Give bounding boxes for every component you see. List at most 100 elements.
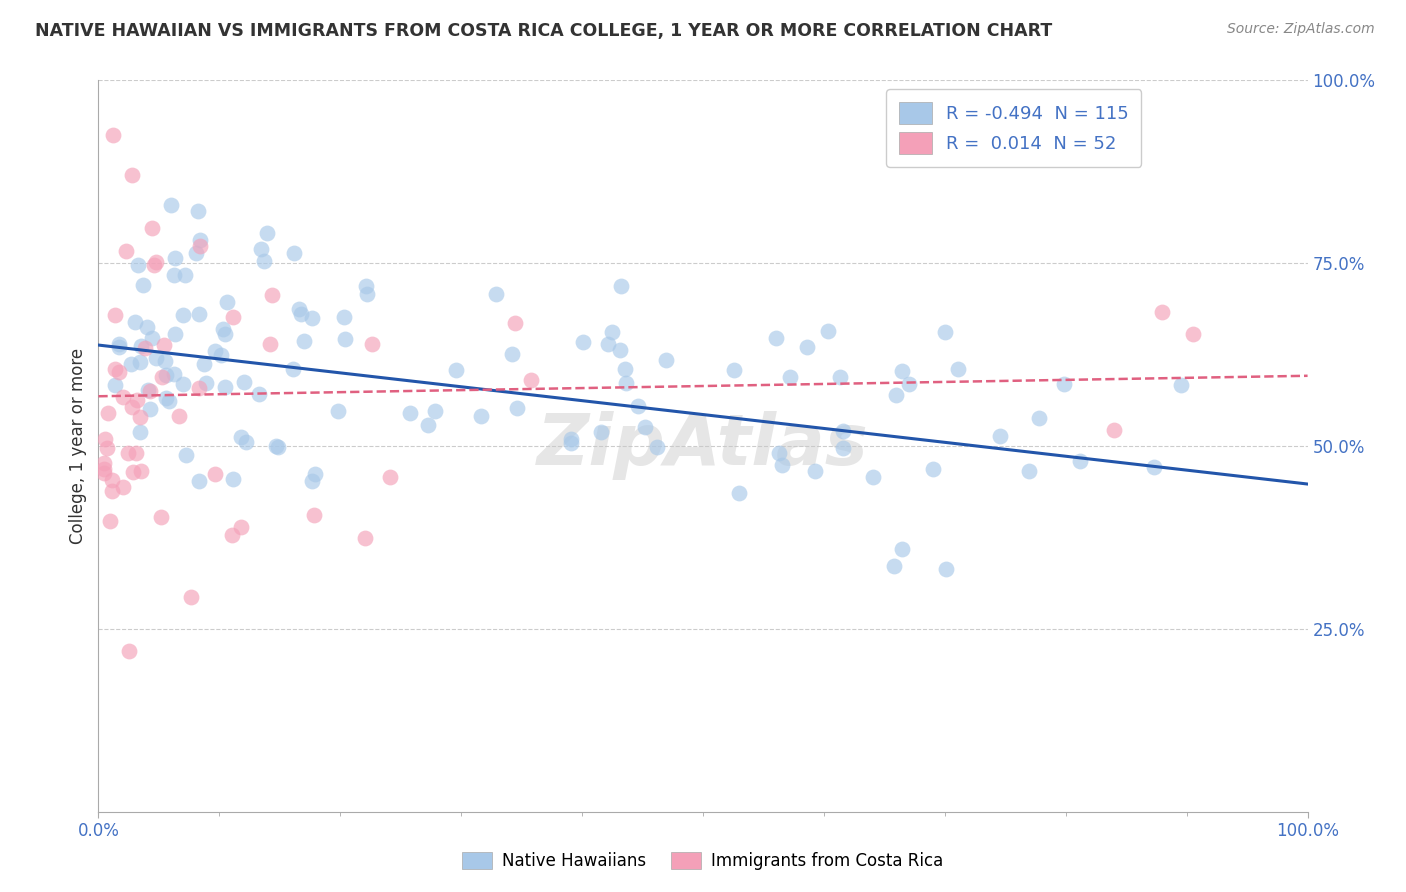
Text: Source: ZipAtlas.com: Source: ZipAtlas.com — [1227, 22, 1375, 37]
Point — [145, 351, 167, 366]
Point — [267, 440, 290, 454]
Point — [167, 409, 190, 423]
Point — [149, 509, 172, 524]
Point — [159, 198, 181, 212]
Point — [235, 434, 257, 449]
Point — [988, 429, 1011, 443]
Point — [233, 375, 256, 389]
Point — [222, 310, 245, 324]
Point — [247, 386, 270, 401]
Point — [188, 233, 211, 247]
Point — [897, 376, 920, 391]
Point — [935, 562, 957, 576]
Point — [484, 287, 506, 301]
Point — [654, 353, 676, 368]
Point — [172, 308, 194, 322]
Point — [817, 324, 839, 338]
Point — [922, 462, 945, 476]
Point — [302, 508, 325, 523]
Point — [131, 277, 153, 292]
Point — [262, 288, 284, 302]
Point — [188, 239, 211, 253]
Point — [283, 246, 305, 260]
Point — [627, 399, 650, 413]
Point — [187, 203, 209, 218]
Point — [112, 480, 135, 494]
Point — [222, 471, 245, 485]
Point — [162, 268, 184, 282]
Point — [159, 394, 181, 409]
Point — [645, 441, 668, 455]
Point — [120, 357, 142, 371]
Point — [884, 388, 907, 402]
Point — [104, 308, 127, 322]
Point — [131, 464, 153, 478]
Point — [98, 514, 121, 528]
Point — [211, 322, 233, 336]
Point — [204, 467, 226, 481]
Point — [1102, 423, 1125, 437]
Point — [723, 363, 745, 377]
Point — [333, 310, 356, 324]
Point — [209, 348, 232, 362]
Point — [600, 325, 623, 339]
Text: ZipAtlas: ZipAtlas — [537, 411, 869, 481]
Point — [135, 320, 157, 334]
Point — [188, 307, 211, 321]
Point — [115, 244, 138, 259]
Point — [174, 268, 197, 283]
Point — [832, 441, 855, 455]
Point — [830, 370, 852, 384]
Point — [214, 380, 236, 394]
Point — [423, 404, 446, 418]
Point — [180, 590, 202, 604]
Point — [360, 337, 382, 351]
Text: NATIVE HAWAIIAN VS IMMIGRANTS FROM COSTA RICA COLLEGE, 1 YEAR OR MORE CORRELATIO: NATIVE HAWAIIAN VS IMMIGRANTS FROM COSTA… — [35, 22, 1053, 40]
Point — [108, 339, 131, 353]
Point — [1028, 411, 1050, 425]
Point — [613, 362, 636, 376]
Point — [634, 420, 657, 434]
Point — [155, 368, 177, 382]
Point — [118, 644, 141, 658]
Point — [165, 251, 187, 265]
Point — [100, 473, 122, 487]
Point — [134, 341, 156, 355]
Point — [136, 383, 159, 397]
Point — [93, 456, 115, 470]
Point — [129, 339, 152, 353]
Point — [796, 341, 818, 355]
Point — [560, 436, 582, 450]
Point — [862, 469, 884, 483]
Point — [259, 337, 281, 351]
Point — [139, 384, 162, 398]
Point — [93, 462, 115, 476]
Point — [124, 315, 146, 329]
Point — [193, 357, 215, 371]
Point — [104, 361, 127, 376]
Point — [153, 337, 176, 351]
Point — [503, 316, 526, 330]
Point — [354, 278, 377, 293]
Point — [142, 259, 165, 273]
Point — [446, 363, 468, 377]
Point — [290, 307, 312, 321]
Point — [129, 410, 152, 425]
Point — [519, 373, 541, 387]
Point — [249, 242, 271, 256]
Point — [104, 378, 127, 392]
Point — [610, 279, 633, 293]
Point — [765, 331, 787, 345]
Point — [1170, 378, 1192, 392]
Point — [112, 390, 135, 404]
Y-axis label: College, 1 year or more: College, 1 year or more — [69, 348, 87, 544]
Point — [770, 458, 793, 472]
Point — [264, 439, 287, 453]
Point — [418, 417, 440, 432]
Point — [301, 311, 323, 326]
Point — [204, 343, 226, 358]
Point — [150, 370, 173, 384]
Point — [501, 347, 523, 361]
Point — [172, 376, 194, 391]
Point — [94, 432, 117, 446]
